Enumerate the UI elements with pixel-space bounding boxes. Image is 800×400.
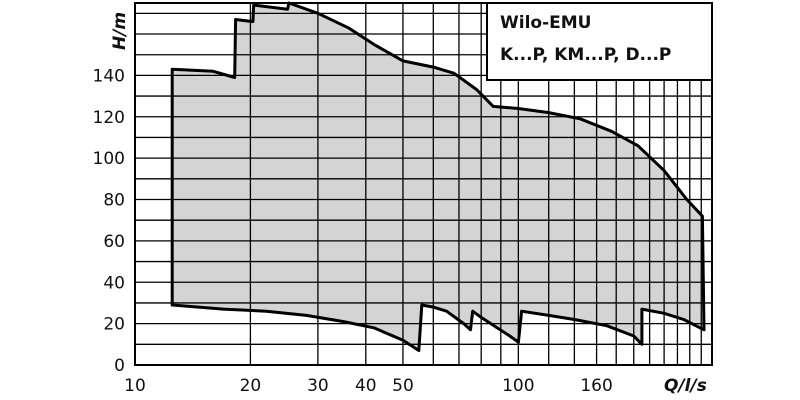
y-tick-label: 60 (103, 232, 125, 252)
legend-frame (486, 2, 713, 81)
y-tick-label: 100 (93, 149, 125, 169)
y-tick-label: 0 (114, 356, 125, 376)
operating-range-area (172, 3, 704, 351)
x-tick-label: 10 (124, 376, 146, 396)
y-tick-label: 120 (93, 108, 125, 128)
x-tick-label: 100 (502, 376, 534, 396)
operating-range-outline (170, 1, 706, 352)
x-tick-labels: 10 20 30 40 50 100 160 (124, 376, 613, 396)
y-tick-labels: 0 20 40 60 80 100 120 140 (93, 66, 125, 376)
x-tick-label: 30 (307, 376, 329, 396)
y-tick-label: 40 (103, 273, 125, 293)
chart-title: Wilo-EMU (500, 13, 591, 33)
y-tick-label: 140 (93, 66, 125, 86)
x-tick-label: 40 (355, 376, 377, 396)
chart-subtitle: K...P, KM...P, D...P (500, 45, 671, 65)
x-tick-label: 160 (580, 376, 612, 396)
x-axis-label: Q/l/s (664, 376, 707, 396)
x-tick-label: 50 (392, 376, 414, 396)
y-tick-label: 80 (103, 191, 125, 211)
x-tick-label: 20 (240, 376, 262, 396)
legend-box: Wilo-EMU K...P, KM...P, D...P (486, 2, 713, 81)
plot-frame (134, 2, 713, 366)
y-tick-label: 20 (103, 315, 125, 335)
y-axis-label: H/m (110, 12, 130, 50)
